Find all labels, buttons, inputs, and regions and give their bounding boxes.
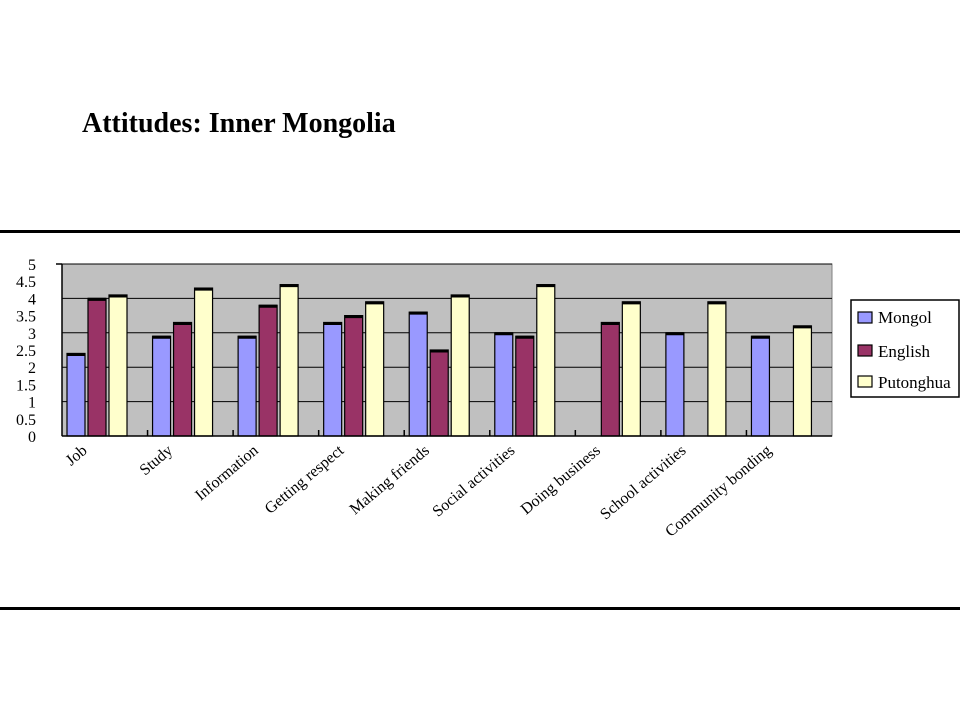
bar-mongol-social-activities — [494, 332, 514, 437]
slide-title: Attitudes: Inner Mongolia — [82, 108, 396, 139]
y-tick-label: 0.5 — [16, 412, 36, 429]
y-tick-label: 4 — [28, 291, 36, 308]
x-tick-label-information: Information — [192, 442, 261, 504]
x-tick-label-job: Job — [63, 442, 91, 469]
bar-putonghua-social-activities — [536, 284, 556, 437]
y-tick-label: 5 — [28, 257, 36, 274]
x-tick-label-school-activities: School activities — [597, 442, 689, 523]
bar-english-making-friends — [429, 349, 449, 437]
y-tick-label: 4.5 — [16, 274, 36, 291]
y-tick-label: 2 — [28, 360, 36, 377]
bar-putonghua-making-friends — [450, 294, 470, 437]
x-axis-labels: Job Study Information Getting respect Making… — [63, 442, 775, 541]
bars — [66, 284, 813, 437]
x-tick-label-making-friends: Making friends — [347, 442, 433, 518]
top-divider — [0, 230, 960, 233]
bar-putonghua-job — [108, 294, 128, 437]
bar-putonghua-getting-respect — [365, 301, 385, 437]
y-tick-label: 2.5 — [16, 343, 36, 360]
bar-mongol-getting-respect — [323, 321, 343, 437]
y-tick-label: 3 — [28, 326, 36, 343]
bar-mongol-information — [237, 335, 257, 437]
legend-label-mongol: Mongol — [878, 308, 932, 327]
bar-putonghua-doing-business — [621, 301, 641, 437]
y-tick-label: 0 — [28, 429, 36, 446]
x-tick-label-social-activities: Social activities — [429, 442, 518, 520]
legend-swatch-putonghua — [857, 375, 873, 388]
bottom-divider — [0, 607, 960, 610]
bar-putonghua-community-bonding — [792, 325, 813, 437]
bar-english-getting-respect — [344, 315, 364, 437]
bar-putonghua-study — [193, 287, 214, 437]
y-tick-label: 1.5 — [16, 377, 36, 394]
bar-mongol-community-bonding — [750, 335, 771, 437]
y-axis-ticks: 00.511.522.533.544.55 — [16, 257, 62, 446]
y-tick-label: 3.5 — [16, 309, 36, 326]
x-tick-label-study: Study — [137, 442, 177, 479]
bar-mongol-study — [151, 335, 172, 437]
legend-swatch-english — [857, 344, 873, 357]
bar-english-doing-business — [600, 321, 620, 437]
bar-mongol-making-friends — [408, 311, 428, 437]
x-axis-ticks — [146, 430, 748, 436]
bar-mongol-job — [66, 352, 86, 437]
bar-english-study — [172, 321, 193, 437]
bar-english-job — [87, 297, 107, 437]
legend-label-english: English — [878, 342, 930, 361]
x-tick-label-getting-respect: Getting respect — [262, 442, 348, 518]
bar-english-social-activities — [515, 335, 535, 437]
legend-label-putonghua: Putonghua — [878, 373, 951, 392]
bar-mongol-school-activities — [665, 332, 685, 437]
x-tick-label-doing-business: Doing business — [518, 442, 604, 518]
y-tick-label: 1 — [28, 395, 36, 412]
bar-english-information — [258, 304, 278, 437]
legend: Mongol English Putonghua — [850, 299, 960, 398]
bar-putonghua-information — [279, 284, 299, 437]
bar-putonghua-school-activities — [707, 301, 727, 437]
legend-swatch-mongol — [857, 311, 873, 324]
